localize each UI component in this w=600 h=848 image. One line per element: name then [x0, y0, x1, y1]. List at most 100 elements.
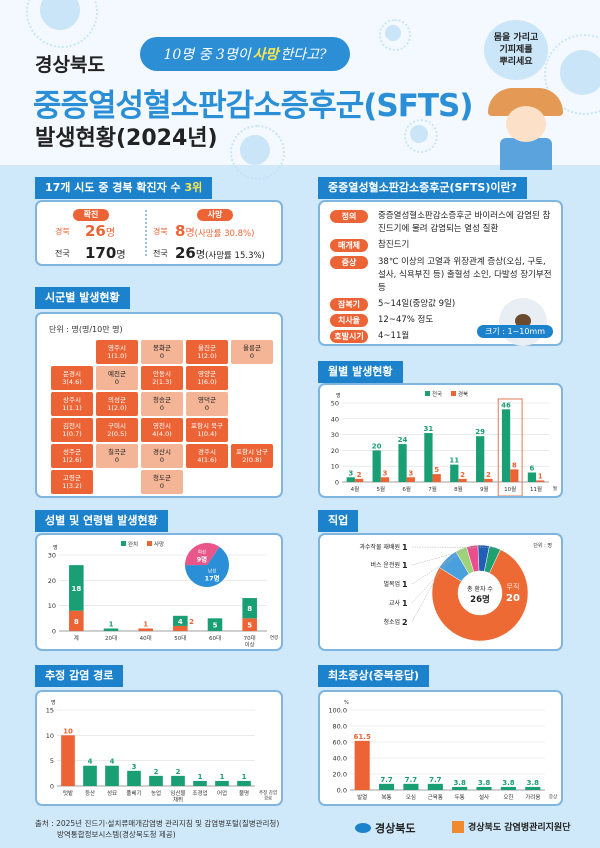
y-tick-label: 30 — [331, 431, 339, 439]
region-name: 의성군 — [108, 396, 126, 404]
data-label: 3.8 — [502, 779, 515, 787]
slice-name: 무직 — [507, 582, 520, 591]
y-tick-label: 40 — [331, 415, 339, 423]
data-label: 2 — [189, 618, 194, 626]
slice-value: 1 — [402, 599, 408, 608]
data-label: 3 — [408, 469, 413, 477]
bar-경북 — [536, 480, 545, 482]
slice-value: 1 — [402, 580, 408, 589]
bar-경북 — [484, 478, 493, 482]
legend-swatch — [451, 391, 456, 396]
data-label: 1 — [220, 773, 225, 781]
legend-label: 사망 — [154, 540, 164, 548]
x-tick-label: 11월 — [530, 485, 542, 493]
x-tick-label: 10월 — [504, 485, 516, 493]
bar — [215, 780, 229, 786]
bar — [525, 786, 541, 790]
definition-row: 호발시기 4~11월 — [330, 330, 470, 343]
bar-전국 — [501, 409, 511, 482]
data-label: 8 — [512, 461, 517, 469]
x-tick-label: 60대 — [209, 634, 221, 642]
map-region: 안동시 2(1.3) — [141, 366, 183, 390]
gb-confirmed: 26 — [85, 222, 106, 240]
bar-전국 — [527, 472, 537, 482]
region-value: 0 — [159, 404, 165, 412]
section-heading-job: 직업 — [318, 510, 359, 532]
map-region: 성주군 1(2.6) — [51, 444, 93, 468]
data-label: 4 — [178, 618, 183, 626]
map-region: 봉화군 0 — [141, 340, 183, 364]
virus-icon — [26, 0, 98, 48]
bar — [193, 780, 207, 786]
region-value: 1(0.7) — [62, 430, 82, 438]
bar-사망 — [138, 628, 153, 631]
confirmed-badge: 확진 — [73, 209, 109, 221]
map-region: 영양군 1(6.0) — [186, 366, 228, 390]
rank-box: 확진 사망 경북 26명 전국 170명 경북 8명(사망률 30.8%) 전국… — [35, 200, 283, 266]
data-label: 4 — [88, 758, 93, 766]
gb-label: 경북 — [153, 227, 168, 236]
data-label: 2 — [176, 768, 181, 776]
bar — [427, 783, 443, 790]
region-value: 3(4.6) — [62, 378, 82, 386]
legend-label: 전국 — [432, 390, 442, 398]
data-label: 29 — [475, 428, 485, 436]
region-name: 포항시 남구 — [236, 448, 268, 456]
bubble-text: 10명 중 3명이 — [163, 47, 251, 63]
tip-line: 기피제를 — [499, 45, 533, 55]
y-tick-label: 0.0 — [337, 787, 347, 795]
bar — [403, 783, 419, 790]
legend-label: 경북 — [458, 391, 468, 398]
x-axis-unit: 연령 — [270, 634, 278, 641]
virus-icon — [544, 34, 600, 115]
section-heading-about: 중증열성혈소판감소증후군(SFTS)이란? — [318, 177, 527, 199]
data-label: 3 — [383, 469, 388, 477]
map-region: 칠곡군 0 — [96, 444, 138, 468]
region-value: 0 — [204, 404, 210, 412]
bar — [61, 735, 75, 786]
data-label: 8 — [74, 618, 79, 626]
x-tick-label: 50대 — [174, 634, 186, 642]
legend-swatch — [425, 391, 430, 396]
region-name: 경산시 — [153, 448, 171, 456]
region-value: 0 — [114, 378, 120, 386]
slice-value: 20 — [506, 593, 520, 604]
donut-center-value: 26명 — [470, 594, 490, 605]
hero-banner: 경상북도 10명 중 3명이 사망 한다고? 중증열성혈소판감소증후군(SFTS)… — [0, 0, 600, 180]
definition-text: 38℃ 이상의 고열과 위장관계 증상(오심, 구토, 설사, 식욕부진 등) … — [378, 257, 552, 293]
data-label: 4 — [110, 758, 115, 766]
source-note: 출처 : 2025년 진드기·설치류매개감염병 관리지침 및 감염병포털(질병관… — [35, 818, 279, 840]
data-label: 5 — [213, 622, 218, 630]
definition-label: 정의 — [330, 210, 368, 223]
region-map: 단위 : 명(명/10만 명) 울릉군 0 영주시 1(1.0) 봉화군 0 울진군 1(2.… — [35, 312, 283, 498]
region-name: 울릉군 — [243, 344, 261, 352]
y-axis-unit: 명 — [336, 392, 341, 399]
gb-death: 8 — [175, 222, 186, 240]
bar-완치 — [69, 565, 84, 611]
data-label: 61.5 — [354, 733, 371, 741]
region-value: 1(3.2) — [62, 482, 82, 490]
y-tick-label: 20.0 — [333, 771, 347, 779]
map-region: 의성군 1(2.0) — [96, 392, 138, 416]
bar-전국 — [346, 477, 355, 482]
y-axis-unit: 명 — [51, 699, 56, 706]
x-tick-label: 8월 — [454, 485, 463, 493]
region-name: 안동시 — [153, 370, 171, 378]
region-value: 1(1.1) — [62, 404, 82, 412]
bar-경북 — [380, 477, 390, 482]
legend-swatch — [121, 541, 126, 546]
definition-label: 매개체 — [330, 239, 368, 252]
region-value: 0 — [159, 456, 165, 464]
slice-name: 교사 — [389, 599, 401, 607]
data-label: 7.7 — [405, 776, 418, 784]
source-line: 출처 : 2025년 진드기·설치류매개감염병 관리지침 및 감염병포털(질병관… — [35, 819, 280, 828]
data-label: 1 — [198, 773, 203, 781]
slice-name: 청소업 — [383, 618, 400, 626]
region-value: 0 — [159, 482, 165, 490]
bar — [354, 740, 370, 790]
data-label: 2 — [357, 471, 362, 479]
bubble-text: 한다고? — [280, 47, 327, 63]
legend-label: 완치 — [128, 540, 138, 548]
pie-slice-남성 — [185, 546, 229, 587]
y-tick-label: 60.0 — [333, 739, 347, 747]
